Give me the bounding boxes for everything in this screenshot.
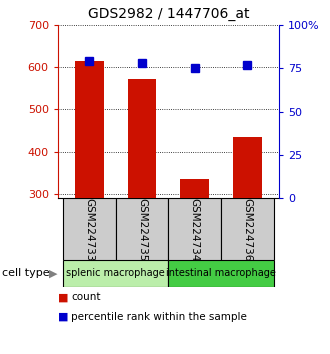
Bar: [63, 260, 168, 287]
Text: ▶: ▶: [49, 268, 57, 279]
Text: GSM224733: GSM224733: [84, 198, 94, 261]
Text: GSM224735: GSM224735: [137, 198, 147, 261]
Text: GSM224734: GSM224734: [190, 198, 200, 261]
Bar: [168, 198, 221, 260]
Bar: [75, 61, 104, 198]
Bar: [168, 260, 274, 287]
Bar: [180, 179, 209, 198]
Bar: [233, 137, 262, 198]
Text: ■: ■: [58, 312, 68, 322]
Text: ■: ■: [58, 292, 68, 302]
Title: GDS2982 / 1447706_at: GDS2982 / 1447706_at: [87, 7, 249, 21]
Text: splenic macrophage: splenic macrophage: [66, 268, 165, 279]
Bar: [63, 198, 116, 260]
Text: count: count: [71, 292, 100, 302]
Text: GSM224736: GSM224736: [242, 198, 252, 261]
Text: intestinal macrophage: intestinal macrophage: [166, 268, 276, 279]
Bar: [221, 198, 274, 260]
Bar: [115, 198, 168, 260]
Text: percentile rank within the sample: percentile rank within the sample: [71, 312, 247, 322]
Text: cell type: cell type: [2, 268, 49, 279]
Bar: [127, 79, 156, 198]
